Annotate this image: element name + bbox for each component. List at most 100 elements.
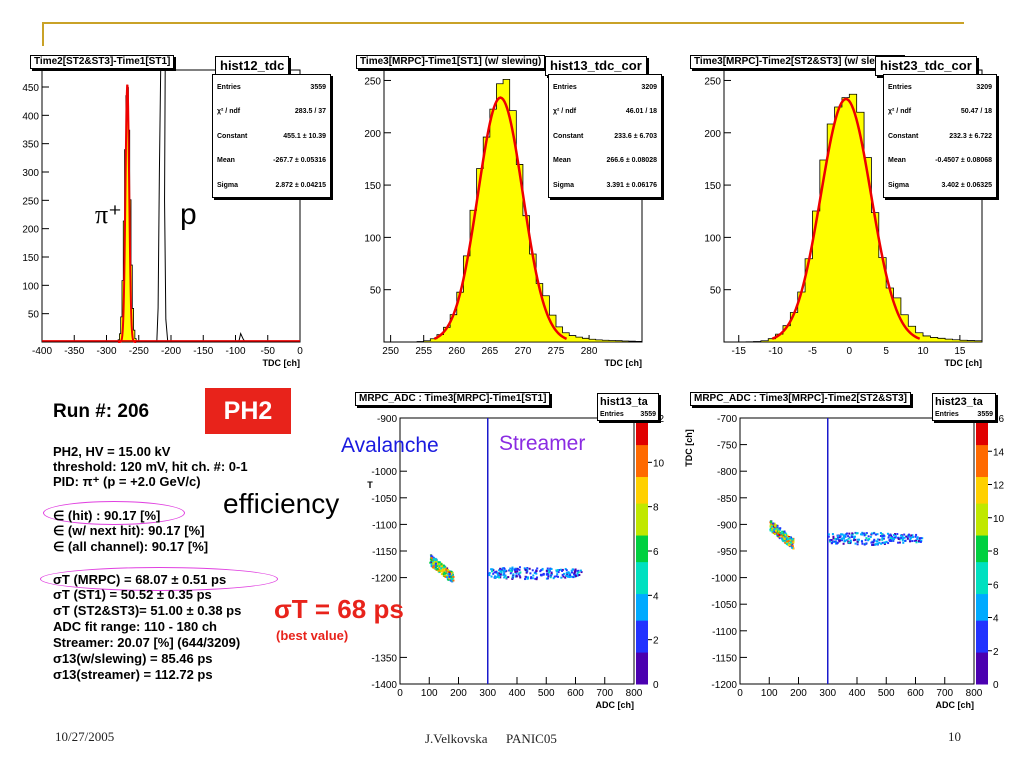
data-point — [430, 554, 433, 557]
data-point — [830, 541, 833, 544]
data-point — [545, 577, 548, 580]
data-point — [920, 539, 923, 542]
streamer-label: Streamer — [499, 432, 586, 455]
eff-next-hit: ∈ (w/ next hit): 90.17 [%] — [53, 523, 205, 538]
data-point — [845, 533, 848, 536]
data-point — [889, 538, 892, 541]
data-point — [448, 577, 451, 580]
stat-value: 2.872 ± 0.04215 — [275, 181, 326, 189]
data-point — [775, 532, 778, 535]
colorbar-cell — [636, 625, 648, 632]
data-point — [827, 533, 830, 536]
data-point — [879, 534, 882, 537]
colorbar-cell — [976, 646, 988, 653]
data-point — [573, 575, 576, 578]
data-point — [901, 539, 904, 542]
data-point — [496, 575, 499, 578]
colorbar-cell — [636, 529, 648, 536]
data-point — [570, 571, 573, 574]
colorbar-cell — [636, 487, 648, 493]
colorbar-label: 4 — [653, 591, 659, 602]
data-point — [911, 540, 914, 543]
data-point — [861, 533, 864, 536]
data-point — [893, 536, 896, 539]
data-point — [844, 539, 847, 542]
data-point — [574, 573, 577, 576]
data-point — [785, 533, 788, 536]
data-point — [526, 577, 529, 580]
y-tick-label: -700 — [717, 414, 737, 425]
data-point — [556, 569, 559, 572]
data-point — [882, 534, 885, 537]
streamer-fraction: Streamer: 20.07 [%] (644/3209) — [53, 635, 241, 650]
data-point — [435, 568, 438, 571]
data-point — [853, 537, 856, 540]
data-point — [786, 539, 789, 542]
y-tick-label: 50 — [370, 286, 382, 297]
colorbar-label: 14 — [993, 447, 1005, 458]
data-point — [518, 574, 521, 577]
colorbar-cell — [636, 551, 648, 557]
data-point — [854, 542, 857, 545]
data-point — [910, 536, 913, 539]
data-point — [863, 534, 866, 537]
sigma13-streamer: σ13(streamer) = 112.72 ps — [53, 667, 213, 682]
data-point — [496, 571, 499, 574]
y-tick-label: 300 — [22, 168, 39, 179]
y-tick-label: 100 — [364, 233, 381, 244]
data-point — [526, 570, 529, 573]
data-point — [831, 533, 834, 536]
data-point — [890, 535, 893, 538]
colorbar-cell — [976, 593, 988, 600]
data-point — [447, 569, 450, 572]
data-point — [905, 535, 908, 538]
colorbar-cell — [636, 604, 648, 611]
run-number: Run #: 206 — [53, 401, 150, 422]
data-point — [915, 541, 918, 544]
stat-row: Entries 3559 — [213, 75, 330, 100]
colorbar-cell — [636, 492, 648, 499]
data-point — [887, 542, 890, 545]
fit-curve — [771, 97, 921, 340]
colorbar-label: 8 — [653, 503, 659, 514]
data-point — [568, 576, 571, 579]
colorbar-cell — [636, 503, 648, 509]
stat-value: 50.47 / 18 — [960, 108, 992, 116]
data-point — [548, 569, 551, 572]
data-point — [431, 557, 434, 560]
y-tick-label: -1100 — [712, 627, 737, 638]
colorbar-cell — [976, 630, 988, 637]
hist12-stats: Entries 3559 χ² / ndf 283.5 / 37 Constant 455… — [212, 74, 331, 198]
data-point — [772, 529, 775, 532]
data-point — [843, 537, 846, 540]
data-point — [792, 547, 795, 550]
stat-key: Entries — [217, 83, 241, 91]
stat-key: Constant — [888, 132, 919, 140]
data-point — [531, 569, 534, 572]
data-point — [769, 520, 772, 523]
colorbar-cell — [636, 524, 648, 531]
colorbar-cell — [976, 492, 988, 499]
data-point — [574, 568, 577, 571]
data-point — [842, 542, 845, 545]
data-point — [864, 539, 867, 542]
data-point — [550, 568, 553, 571]
data-point — [432, 562, 435, 565]
data-point — [493, 571, 496, 574]
data-point — [505, 576, 508, 579]
data-point — [497, 574, 500, 577]
colorbar-cell — [976, 460, 988, 467]
data-point — [433, 558, 436, 561]
data-point — [532, 574, 535, 577]
data-point — [448, 571, 451, 574]
data-point — [893, 538, 896, 541]
stat-row: Mean -267.7 ± 0.05316 — [213, 149, 330, 174]
data-point — [782, 534, 785, 537]
hist13-stats: Entries 3209 χ² / ndf 46.01 / 18 Constant 233… — [548, 74, 662, 198]
data-point — [881, 533, 884, 536]
x-tick-label: 700 — [596, 688, 613, 699]
data-point — [865, 532, 868, 535]
colorbar-cell — [636, 471, 648, 478]
data-point — [490, 568, 493, 571]
data-point — [784, 540, 787, 543]
